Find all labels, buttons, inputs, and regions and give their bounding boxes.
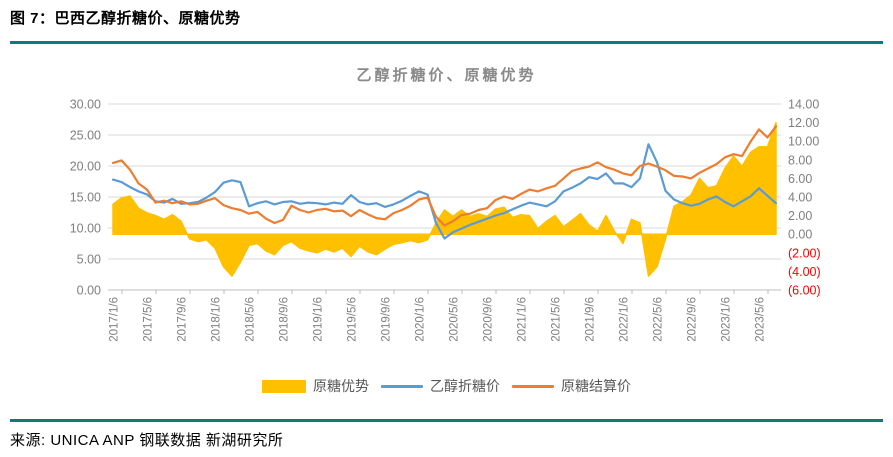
svg-text:2023/1/6: 2023/1/6	[721, 297, 733, 342]
svg-text:2020/5/6: 2020/5/6	[449, 297, 461, 342]
legend-label: 乙醇折糖价	[430, 378, 500, 394]
orange-line-swatch-icon	[512, 384, 554, 388]
chart-legend: 原糖优势 乙醇折糖价 原糖结算价	[0, 376, 893, 396]
chart-canvas: 0.00 5.00 10.00 15.00 20.00 25.00 30.00 (6.00) (…	[70, 98, 821, 342]
legend-label: 原糖结算价	[561, 378, 631, 394]
svg-text:2022/9/6: 2022/9/6	[687, 297, 699, 342]
svg-text:2017/1/6: 2017/1/6	[109, 297, 121, 342]
svg-text:8.00: 8.00	[788, 153, 812, 167]
svg-text:2018/9/6: 2018/9/6	[279, 297, 291, 342]
svg-text:2021/5/6: 2021/5/6	[551, 297, 563, 342]
legend-item-raw-sugar-advantage: 原糖优势	[262, 376, 369, 396]
svg-text:2021/1/6: 2021/1/6	[517, 297, 529, 342]
svg-text:2020/9/6: 2020/9/6	[483, 297, 495, 342]
svg-text:10.00: 10.00	[70, 222, 101, 236]
chart-title: 乙醇折糖价、原糖优势	[356, 67, 537, 84]
svg-text:2019/9/6: 2019/9/6	[381, 297, 393, 342]
svg-text:2022/5/6: 2022/5/6	[653, 297, 665, 342]
svg-text:2021/9/6: 2021/9/6	[585, 297, 597, 342]
svg-text:5.00: 5.00	[77, 253, 101, 267]
svg-text:4.00: 4.00	[788, 191, 812, 205]
svg-text:(2.00): (2.00)	[788, 246, 821, 260]
bottom-divider	[10, 419, 883, 422]
svg-text:2019/5/6: 2019/5/6	[347, 297, 359, 342]
svg-text:0.00: 0.00	[77, 284, 101, 298]
svg-text:15.00: 15.00	[70, 191, 101, 205]
svg-text:2020/1/6: 2020/1/6	[415, 297, 427, 342]
blue-line-swatch-icon	[381, 384, 423, 388]
svg-text:20.00: 20.00	[70, 160, 101, 174]
svg-text:25.00: 25.00	[70, 129, 101, 143]
svg-text:30.00: 30.00	[70, 98, 101, 112]
svg-text:6.00: 6.00	[788, 172, 812, 186]
svg-text:2.00: 2.00	[788, 209, 812, 223]
svg-text:0.00: 0.00	[788, 228, 812, 242]
svg-text:12.00: 12.00	[788, 116, 819, 130]
legend-item-ethanol-sugar-parity: 乙醇折糖价	[381, 376, 500, 396]
svg-text:2022/1/6: 2022/1/6	[619, 297, 631, 342]
svg-text:10.00: 10.00	[788, 135, 819, 149]
svg-text:2019/1/6: 2019/1/6	[313, 297, 325, 342]
figure-title: 图 7：巴西乙醇折糖价、原糖优势	[10, 10, 241, 27]
svg-text:(6.00): (6.00)	[788, 284, 821, 298]
source-text: 来源: UNICA ANP 钢联数据 新湖研究所	[10, 432, 284, 449]
svg-text:14.00: 14.00	[788, 98, 819, 112]
area-swatch-icon	[262, 379, 306, 393]
svg-text:(4.00): (4.00)	[788, 265, 821, 279]
svg-text:2018/5/6: 2018/5/6	[245, 297, 257, 342]
top-divider	[10, 41, 883, 44]
svg-text:2023/5/6: 2023/5/6	[755, 297, 767, 342]
svg-text:2017/5/6: 2017/5/6	[143, 297, 155, 342]
svg-text:2017/9/6: 2017/9/6	[177, 297, 189, 342]
legend-item-raw-sugar-settlement: 原糖结算价	[512, 376, 631, 396]
legend-label: 原糖优势	[313, 378, 369, 394]
svg-text:2018/1/6: 2018/1/6	[211, 297, 223, 342]
